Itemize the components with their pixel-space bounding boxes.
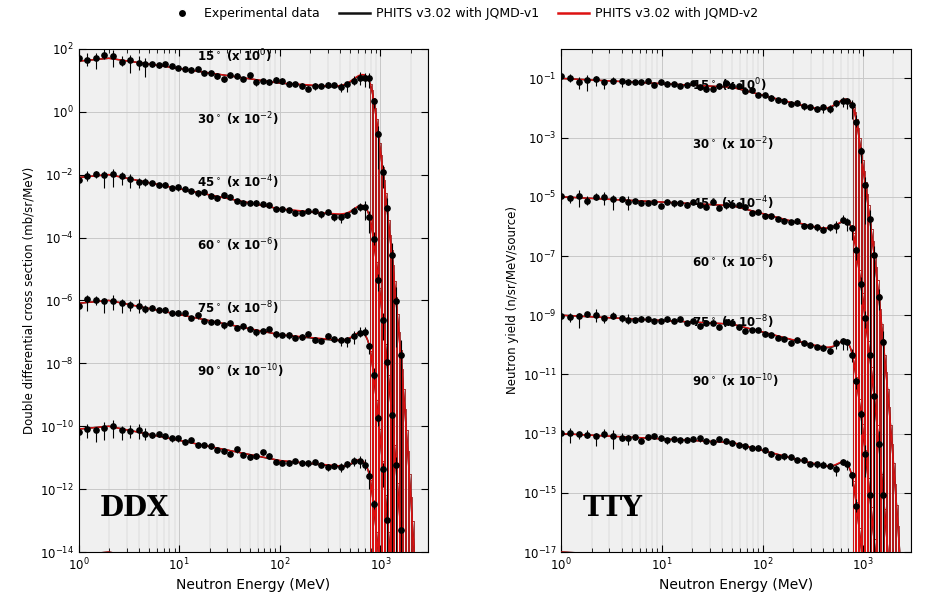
Y-axis label: Double differential cross section (mb/sr/MeV): Double differential cross section (mb/sr… [22, 167, 36, 434]
Y-axis label: Neutron yield (n/sr/MeV/source): Neutron yield (n/sr/MeV/source) [506, 206, 519, 395]
Text: 60$^\circ$ (x 10$^{-6}$): 60$^\circ$ (x 10$^{-6}$) [197, 236, 278, 254]
Text: 30$^\circ$ (x 10$^{-2}$): 30$^\circ$ (x 10$^{-2}$) [197, 110, 278, 128]
Text: 15$^\circ$ (x 10$^{0}$): 15$^\circ$ (x 10$^{0}$) [197, 48, 272, 65]
Text: 90$^\circ$ (x 10$^{-10}$): 90$^\circ$ (x 10$^{-10}$) [692, 372, 779, 390]
Text: 30$^\circ$ (x 10$^{-2}$): 30$^\circ$ (x 10$^{-2}$) [692, 135, 774, 153]
X-axis label: Neutron Energy (MeV): Neutron Energy (MeV) [177, 578, 330, 592]
Text: 45$^\circ$ (x 10$^{-4}$): 45$^\circ$ (x 10$^{-4}$) [197, 173, 278, 191]
Text: DDX: DDX [100, 495, 169, 522]
Legend: Experimental data, PHITS v3.02 with JQMD-v1, PHITS v3.02 with JQMD-v2: Experimental data, PHITS v3.02 with JQMD… [166, 7, 758, 21]
Text: TTY: TTY [583, 495, 642, 522]
Text: 90$^\circ$ (x 10$^{-10}$): 90$^\circ$ (x 10$^{-10}$) [197, 362, 284, 380]
Text: 75$^\circ$ (x 10$^{-8}$): 75$^\circ$ (x 10$^{-8}$) [692, 313, 774, 331]
Text: 15$^\circ$ (x 10$^{0}$): 15$^\circ$ (x 10$^{0}$) [692, 76, 767, 94]
Text: 60$^\circ$ (x 10$^{-6}$): 60$^\circ$ (x 10$^{-6}$) [692, 254, 774, 271]
X-axis label: Neutron Energy (MeV): Neutron Energy (MeV) [660, 578, 813, 592]
Text: 45$^\circ$ (x 10$^{-4}$): 45$^\circ$ (x 10$^{-4}$) [692, 195, 774, 212]
Text: 75$^\circ$ (x 10$^{-8}$): 75$^\circ$ (x 10$^{-8}$) [197, 300, 278, 317]
